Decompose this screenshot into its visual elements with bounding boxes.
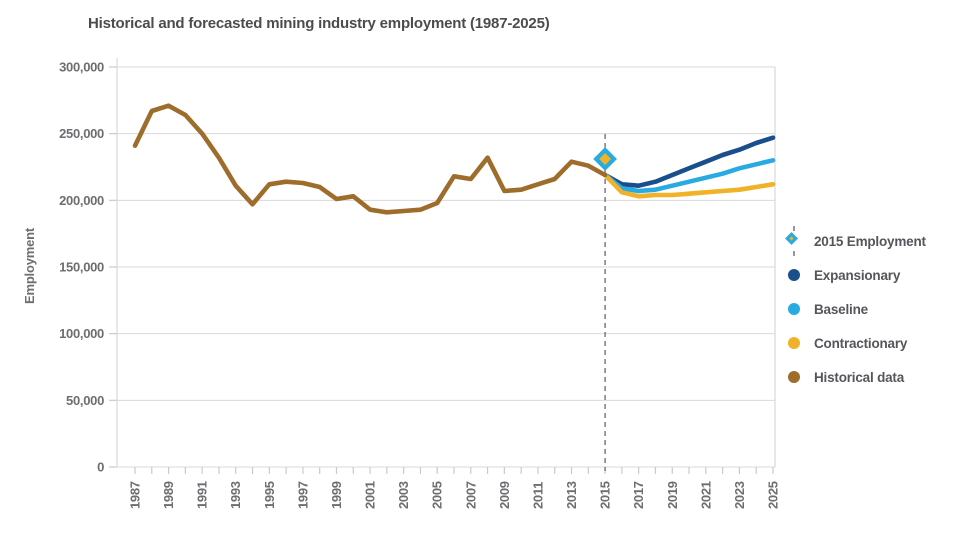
circle-icon: [788, 269, 800, 281]
legend-circle-icon: [783, 365, 805, 389]
x-tick-label: 1999: [329, 481, 344, 509]
legend-item-historical-data: Historical data: [783, 365, 951, 389]
y-tick-label: 100,000: [59, 326, 104, 341]
circle-icon: [788, 371, 800, 383]
x-tick-label: 1995: [262, 481, 277, 509]
2015-employment-marker: [593, 147, 617, 171]
y-axis-tick-labels: 0 50,000 100,000 150,000 200,000 250,000 300,0…: [59, 60, 104, 475]
legend-circle-icon: [783, 297, 805, 321]
legend-item-baseline: Baseline: [783, 297, 951, 321]
x-tick-label: 1987: [128, 481, 143, 509]
x-axis-tick-labels: 1987 1989 1991 1993 1995 1997 1999 2001 2003 2005…: [128, 481, 781, 509]
legend-item-expansionary: Expansionary: [783, 263, 951, 287]
y-tick-label: 150,000: [59, 260, 104, 275]
x-tick-label: 2015: [598, 481, 613, 509]
diamond-icon: [784, 231, 798, 245]
legend-label: Baseline: [814, 301, 868, 317]
legend-circle-icon: [783, 263, 805, 287]
y-tick-label: 0: [97, 460, 104, 475]
expansionary-line: [602, 135, 776, 188]
legend-label: Expansionary: [814, 267, 901, 283]
x-tick-label: 2011: [530, 482, 545, 509]
gridlines: [117, 66, 775, 468]
legend-label: Contractionary: [814, 335, 908, 351]
x-tick-label: 2005: [430, 481, 445, 509]
y-tick-label: 200,000: [59, 193, 104, 208]
y-tick-label: 300,000: [59, 60, 104, 75]
x-tick-label: 2009: [497, 481, 512, 509]
legend-label: Historical data: [814, 369, 905, 385]
contractionary-line: [602, 172, 776, 199]
historical-data-line: [132, 103, 608, 215]
x-tick-label: 1989: [161, 481, 176, 509]
legend-item-contractionary: Contractionary: [783, 331, 951, 355]
chart-title: Historical and forecasted mining industr…: [88, 15, 550, 32]
circle-icon: [788, 337, 800, 349]
x-axis-ticks: [134, 467, 774, 474]
x-tick-label: 2013: [564, 481, 579, 509]
x-tick-label: 2025: [766, 481, 781, 509]
y-tick-label: 50,000: [66, 393, 104, 408]
baseline-line: [602, 158, 776, 194]
y-tick-label: 250,000: [59, 126, 104, 141]
legend: 2015 Employment Expansionary Baseline Contr…: [783, 226, 951, 399]
x-tick-label: 2001: [363, 481, 378, 509]
legend-dash-bottom: [793, 251, 795, 256]
x-tick-label: 1997: [295, 481, 310, 509]
x-tick-label: 1991: [195, 481, 210, 509]
legend-item-2015-employment: 2015 Employment: [783, 226, 951, 256]
x-tick-label: 1993: [228, 481, 243, 509]
legend-label: 2015 Employment: [814, 233, 926, 249]
x-tick-label: 2021: [698, 481, 713, 509]
legend-diamond-icon: [783, 226, 805, 256]
x-tick-label: 2017: [631, 481, 646, 509]
x-tick-label: 2019: [665, 481, 680, 509]
x-tick-label: 2003: [396, 481, 411, 509]
legend-circle-icon: [783, 331, 805, 355]
x-tick-label: 2007: [463, 481, 478, 509]
circle-icon: [788, 303, 800, 315]
y-axis-ticks: [109, 66, 117, 468]
x-tick-label: 2023: [732, 481, 747, 509]
legend-dash-top: [793, 226, 795, 231]
